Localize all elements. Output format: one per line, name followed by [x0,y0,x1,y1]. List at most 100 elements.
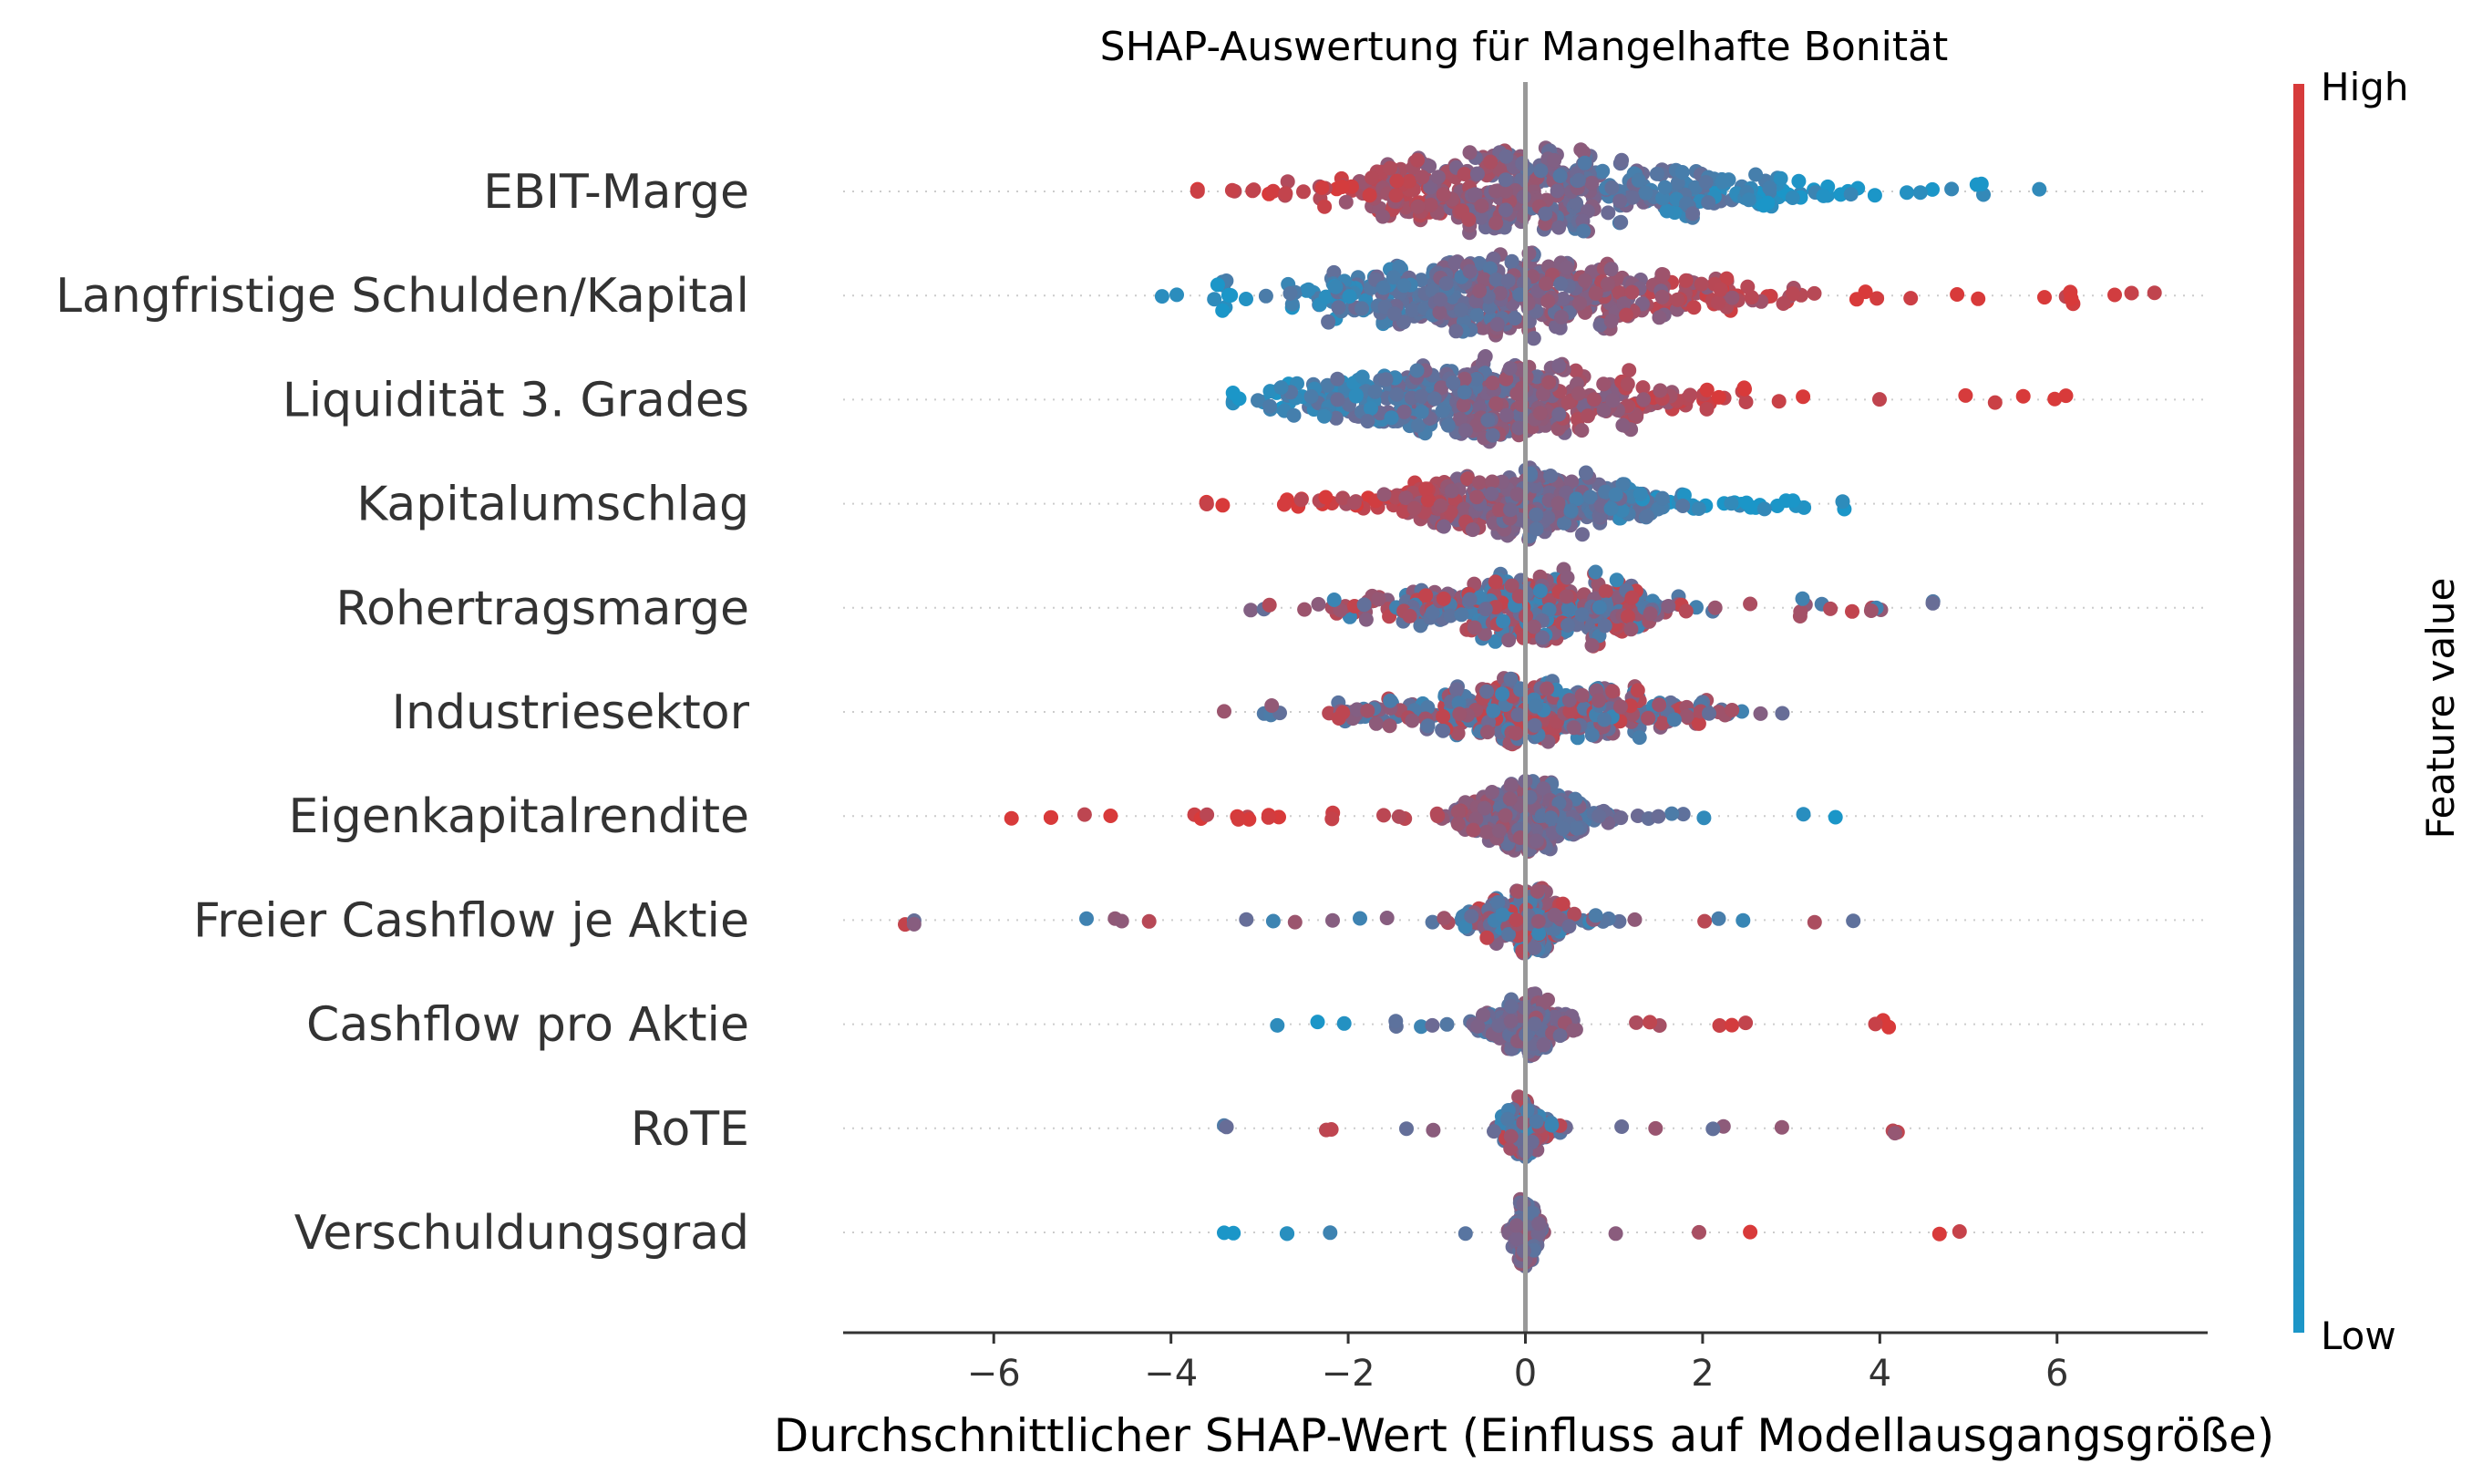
shap-point [1509,386,1525,401]
shap-point [1457,501,1472,517]
shap-point [1524,1205,1540,1221]
shap-point [1413,618,1428,634]
shap-point [1499,407,1515,423]
shap-point [1603,500,1619,516]
shap-point [1418,588,1434,603]
shap-point [1807,914,1822,930]
shap-point [1554,309,1569,325]
shap-point [1654,716,1670,731]
shap-point [1303,389,1319,404]
shap-point [1600,276,1615,292]
shap-point [1503,1128,1519,1144]
shap-point [1410,152,1426,168]
shap-point [1692,1224,1706,1240]
shap-point [2107,287,2122,303]
shap-point [1435,403,1450,418]
shap-point [1472,475,1488,490]
shap-point [1436,709,1451,724]
shap-point [1603,314,1619,329]
x-tick-label: −2 [1322,1353,1375,1395]
shap-point [1632,730,1647,746]
shap-point [1846,913,1861,929]
shap-point [1538,206,1553,222]
shap-point [1620,376,1635,392]
x-tick-label: −4 [1144,1353,1198,1395]
shap-point [1334,180,1350,194]
shap-point [1427,391,1442,407]
shap-point [1540,681,1555,696]
shap-point [1461,211,1477,227]
shap-point [1364,401,1378,416]
shap-point [1547,907,1562,922]
colorbar-gradient [2293,84,2304,1333]
shap-point [1433,498,1448,513]
shap-point [1354,369,1370,385]
shap-point [1643,606,1658,622]
shap-point [1311,596,1326,612]
shap-point [1691,501,1706,516]
shap-point [1711,911,1726,926]
shap-point [1349,702,1365,717]
shap-point [1597,618,1612,634]
shap-point [1495,686,1510,702]
shap-point [1509,912,1524,928]
shap-point [1651,809,1666,824]
shap-point [1586,392,1602,407]
shap-point [1569,491,1584,507]
shap-point [1262,398,1278,414]
shap-point [1462,592,1478,607]
shap-point [1550,496,1566,511]
shap-point [1310,1015,1325,1030]
shap-point [1771,394,1787,409]
shap-point [1491,502,1507,518]
shap-point [1402,173,1417,189]
shap-point [1210,277,1225,293]
shap-point [1079,911,1094,926]
shap-point [1560,617,1575,633]
shap-point [1457,423,1473,438]
shap-point [1595,163,1611,179]
shap-point [1652,697,1667,713]
shap-point [1469,490,1485,505]
shap-point [1358,612,1374,627]
shap-point [1588,285,1603,301]
shap-point [1367,384,1383,399]
feature-label: EBIT-Marge [483,165,749,220]
shap-point [906,916,922,932]
shap-point [1655,191,1671,206]
shap-point [1501,633,1517,648]
shap-point [1872,392,1887,407]
shap-point [1498,808,1513,823]
shap-point [1432,304,1447,320]
shap-point [1699,401,1715,417]
shap-point [1719,271,1735,286]
shap-point [1443,608,1458,623]
shap-point [1540,510,1556,525]
shap-point [1925,181,1940,197]
shap-point [1356,597,1372,613]
shap-point [1480,412,1496,428]
shap-point [1386,306,1402,322]
x-axis: −6 −4 −2 0 2 4 6 [843,1331,2208,1395]
shap-point [1654,490,1670,506]
x-tick-label: 4 [1869,1353,1891,1395]
shap-point [1438,276,1454,291]
shap-point [1503,671,1519,686]
shap-point [1485,376,1500,391]
shap-point [1950,287,1965,302]
shap-point [1348,388,1364,404]
shap-point [1430,170,1446,185]
shap-point [1406,500,1422,516]
shap-point [1316,408,1332,424]
shap-point [1469,417,1485,433]
shap-point [1326,264,1342,280]
shap-point [1468,371,1484,386]
shap-point [1858,284,1873,300]
shap-point [1547,152,1562,168]
shap-point [1489,316,1505,332]
shap-point [1484,785,1499,799]
shap-point [1569,820,1584,836]
shap-point [1551,407,1567,422]
shap-point [1504,253,1519,269]
